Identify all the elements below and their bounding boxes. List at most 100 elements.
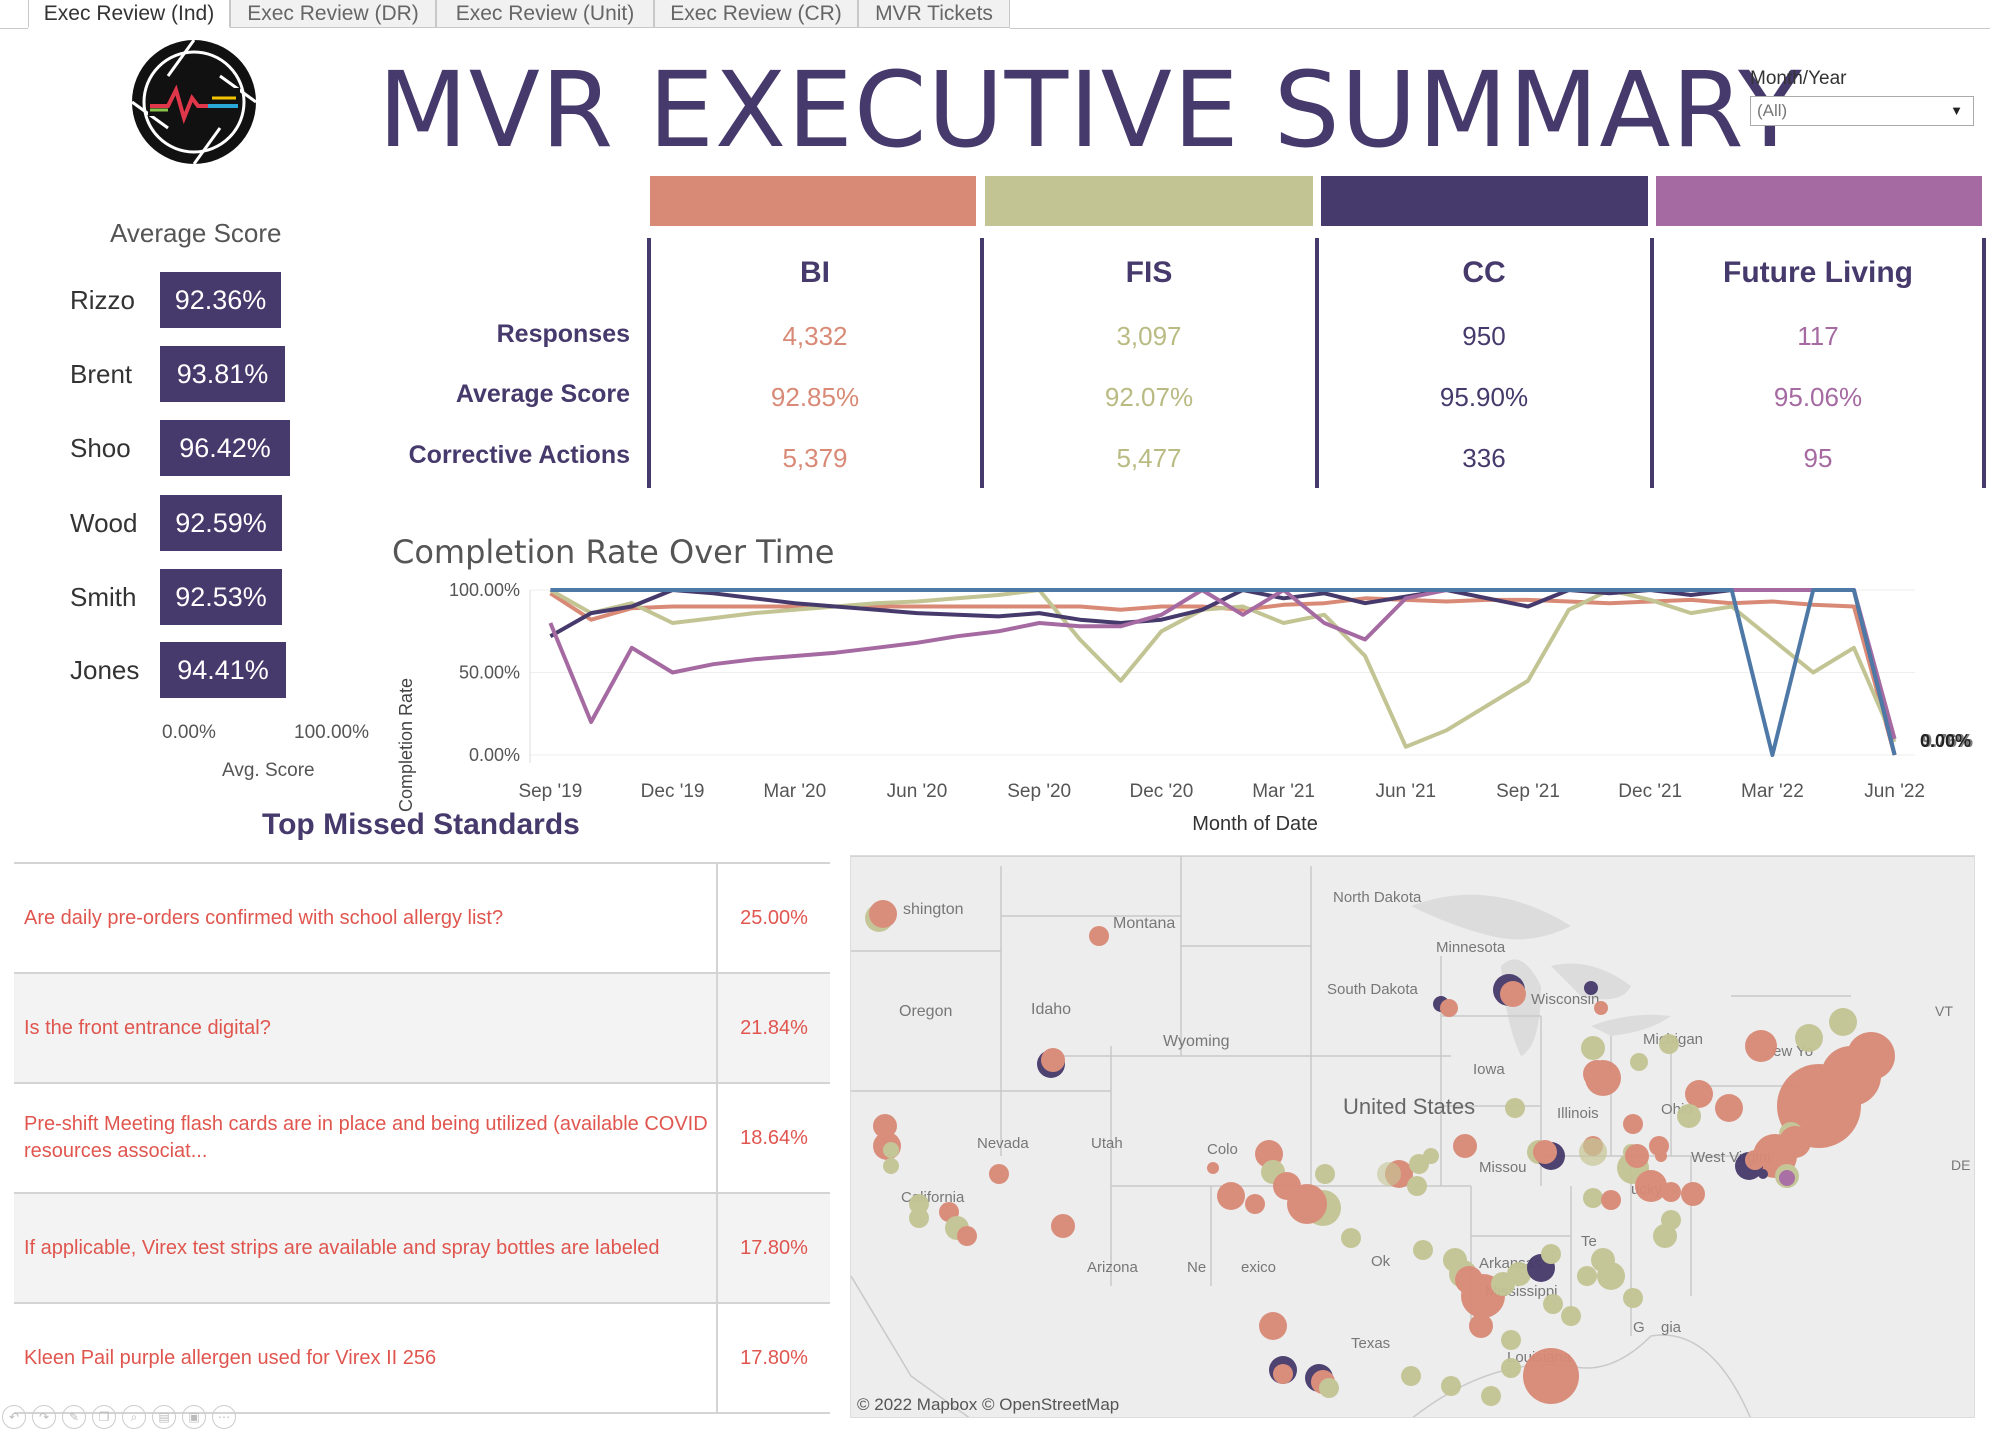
x-tick-label: Sep '19	[518, 781, 582, 802]
tab-divider	[0, 28, 28, 29]
map-label: Colo	[1207, 1141, 1238, 1158]
image-icon[interactable]: ▣	[182, 1405, 206, 1429]
series-line[interactable]	[549, 588, 1897, 749]
completion-chart-title: Completion Rate Over Time	[392, 533, 835, 571]
map-label: Ok	[1371, 1253, 1391, 1270]
column-divider	[647, 238, 651, 488]
x-tick-label: Mar '21	[1252, 781, 1315, 802]
map-label: Oregon	[899, 1003, 952, 1020]
y-axis-title: Completion Rate	[396, 678, 416, 812]
copy-icon[interactable]: ❐	[92, 1405, 116, 1429]
location-map[interactable]: shington Montana North Dakota Minnesota …	[850, 855, 1975, 1418]
undo-icon[interactable]: ↶	[2, 1405, 26, 1429]
map-label: exico	[1241, 1259, 1276, 1276]
standard-text: Pre-shift Meeting flash cards are in pla…	[24, 1113, 708, 1162]
map-label: United States	[1343, 1094, 1475, 1119]
tab-exec-review-dr[interactable]: Exec Review (DR)	[230, 0, 436, 28]
column-divider	[980, 238, 984, 488]
standard-text: Kleen Pail purple allergen used for Vire…	[24, 1346, 437, 1369]
future-living-average-score: 95.06%	[1773, 382, 1863, 412]
fis-average-score: 92.07%	[1104, 382, 1194, 412]
person-name: Rizzo	[70, 285, 136, 315]
map-label: DE	[1951, 1157, 1970, 1173]
row-label-corrective-actions: Corrective Actions	[408, 441, 630, 469]
map-label: Ne	[1187, 1259, 1206, 1276]
cc-corrective-actions: 336	[1462, 443, 1506, 473]
person-name: Jones	[70, 655, 140, 685]
column-header-bi: BI	[800, 256, 830, 289]
score-bar[interactable]: 94.41%	[160, 642, 286, 698]
company-logo	[131, 39, 257, 165]
page-title: MVR EXECUTIVE SUMMARY	[378, 49, 1803, 171]
standard-text: If applicable, Virex test strips are ava…	[24, 1236, 660, 1259]
x-axis-title: Month of Date	[1192, 813, 1318, 835]
column-header-fis: FIS	[1125, 256, 1173, 289]
fis-responses: 3,097	[1116, 321, 1182, 351]
edit-icon[interactable]: ✎	[62, 1405, 86, 1429]
map-label: G	[1633, 1319, 1645, 1336]
table-row[interactable]: Are daily pre-orders confirmed with scho…	[14, 864, 830, 974]
fis-corrective-actions: 5,477	[1116, 443, 1182, 473]
zoom-icon[interactable]: ⌕	[122, 1405, 146, 1429]
map-label: Texas	[1351, 1335, 1390, 1352]
person-name: Wood	[70, 508, 138, 538]
tab-exec-review-unit[interactable]: Exec Review (Unit)	[436, 0, 654, 28]
map-label: Illinois	[1557, 1105, 1599, 1122]
top-missed-standards-table: Are daily pre-orders confirmed with scho…	[14, 862, 830, 1414]
axis-max-label: 100.00%	[294, 722, 370, 743]
month-year-select[interactable]: (All) ▼	[1750, 96, 1974, 126]
future-living-color-bar	[1656, 176, 1982, 226]
map-label: Idaho	[1031, 1001, 1071, 1018]
x-tick-label: Dec '21	[1618, 781, 1682, 802]
standard-percent: 25.00%	[716, 864, 830, 972]
map-label: VT	[1935, 1003, 1953, 1019]
x-tick-label: Sep '20	[1007, 781, 1071, 802]
axis-min-label: 0.00%	[162, 722, 216, 743]
x-tick-label: Dec '20	[1129, 781, 1193, 802]
score-bar[interactable]: 96.42%	[160, 420, 290, 476]
standard-percent: 21.84%	[716, 974, 830, 1082]
table-row[interactable]: Kleen Pail purple allergen used for Vire…	[14, 1304, 830, 1414]
table-row[interactable]: If applicable, Virex test strips are ava…	[14, 1194, 830, 1304]
column-divider	[1650, 238, 1654, 488]
end-value-label: 0.00%	[1920, 731, 1971, 751]
tab-exec-review-ind[interactable]: Exec Review (Ind)	[28, 0, 230, 28]
map-attribution: © 2022 Mapbox © OpenStreetMap	[857, 1395, 1119, 1414]
score-bar[interactable]: 92.36%	[160, 272, 281, 328]
map-label: Nevada	[977, 1135, 1029, 1152]
series-line[interactable]	[550, 588, 1897, 757]
tab-exec-review-cr[interactable]: Exec Review (CR)	[654, 0, 858, 28]
score-bar[interactable]: 92.53%	[160, 569, 282, 625]
future-living-responses: 117	[1797, 321, 1839, 351]
average-score-title: Average Score	[110, 218, 282, 248]
x-tick-label: Jun '22	[1864, 781, 1925, 802]
table-row[interactable]: Pre-shift Meeting flash cards are in pla…	[14, 1084, 830, 1194]
more-icon[interactable]: ⋯	[212, 1405, 236, 1429]
map-label: shington	[903, 901, 964, 918]
x-tick-label: Mar '22	[1741, 781, 1804, 802]
fis-color-bar	[985, 176, 1313, 226]
cc-color-bar	[1321, 176, 1648, 226]
axis-title: Avg. Score	[222, 760, 315, 781]
map-label: Montana	[1113, 915, 1175, 932]
person-name: Smith	[70, 582, 137, 612]
score-bar[interactable]: 93.81%	[160, 346, 285, 402]
table-icon[interactable]: ▤	[152, 1405, 176, 1429]
map-label: Missou	[1479, 1159, 1527, 1176]
y-tick-label: 50.00%	[459, 663, 520, 683]
person-name: Shoo	[70, 433, 131, 463]
standard-text: Is the front entrance digital?	[24, 1016, 271, 1039]
table-top-border	[14, 862, 830, 864]
redo-icon[interactable]: ↷	[32, 1405, 56, 1429]
series-line[interactable]	[549, 591, 1897, 756]
column-divider	[1982, 238, 1986, 488]
x-tick-label: Jun '20	[887, 781, 948, 802]
series-line[interactable]	[549, 588, 1897, 756]
map-label: Iowa	[1473, 1061, 1505, 1078]
tab-mvr-tickets[interactable]: MVR Tickets	[858, 0, 1010, 28]
score-bar[interactable]: 92.59%	[160, 495, 282, 551]
filter-label: Month/Year	[1750, 68, 1847, 89]
completion-rate-chart[interactable]: Completion Rate Month of Date 100.00% 50.…	[390, 580, 1990, 840]
table-row[interactable]: Is the front entrance digital? 21.84%	[14, 974, 830, 1084]
map-label: Minnesota	[1436, 939, 1506, 956]
